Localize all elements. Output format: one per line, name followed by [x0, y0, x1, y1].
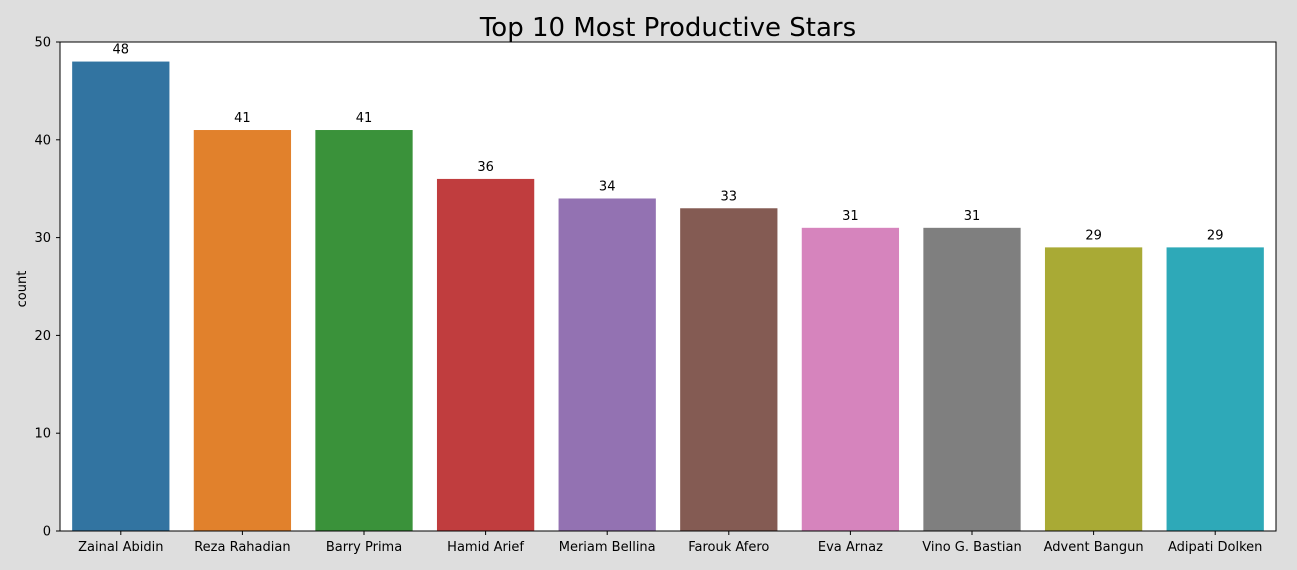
y-tick-label-1: 10 — [34, 427, 51, 442]
bar-0 — [72, 61, 170, 532]
y-tick-label-2: 20 — [34, 329, 51, 344]
x-tick-label-3: Hamid Arief — [447, 540, 524, 555]
x-tick-label-9: Adipati Dolken — [1168, 540, 1262, 555]
bar-2 — [315, 130, 413, 531]
bar-5 — [680, 208, 778, 531]
x-tick-label-8: Advent Bangun — [1044, 540, 1144, 555]
bar-8 — [1044, 247, 1143, 531]
x-axis: Zainal Abidin Reza Rahadian Barry Prima Ham… — [78, 531, 1262, 555]
data-label-2: 41 — [356, 111, 373, 126]
y-tick-label-5: 50 — [34, 36, 51, 51]
bar-6 — [801, 227, 900, 531]
data-label-8: 29 — [1085, 228, 1102, 243]
data-label-9: 29 — [1207, 228, 1224, 243]
x-tick-label-0: Zainal Abidin — [78, 540, 163, 555]
data-label-7: 31 — [964, 209, 981, 224]
x-tick-label-2: Barry Prima — [326, 540, 402, 555]
x-tick-label-1: Reza Rahadian — [194, 540, 290, 555]
chart-title: Top 10 Most Productive Stars — [479, 13, 856, 43]
data-labels-layer: 48 41 41 36 34 33 31 31 29 29 — [113, 43, 1224, 244]
bar-9 — [1166, 247, 1264, 531]
data-label-6: 31 — [842, 209, 859, 224]
bar-1 — [193, 130, 292, 531]
y-tick-label-0: 0 — [43, 525, 51, 540]
y-axis-title: count — [15, 271, 30, 308]
y-tick-label-4: 40 — [34, 133, 51, 148]
data-label-4: 34 — [599, 179, 616, 194]
data-label-0: 48 — [113, 43, 130, 58]
x-tick-label-4: Meriam Bellina — [559, 540, 656, 555]
data-label-1: 41 — [234, 111, 251, 126]
plot-frame — [59, 41, 1277, 532]
bar-4 — [558, 198, 656, 532]
y-axis: 0 10 20 30 40 50 — [34, 36, 60, 540]
data-label-5: 33 — [721, 189, 738, 204]
x-tick-label-5: Farouk Afero — [688, 540, 769, 555]
data-label-3: 36 — [477, 160, 494, 175]
bar-3 — [436, 178, 535, 532]
bar-7 — [923, 227, 1021, 531]
x-tick-label-6: Eva Arnaz — [818, 540, 883, 555]
y-tick-label-3: 30 — [34, 231, 51, 246]
x-tick-label-7: Vino G. Bastian — [922, 540, 1021, 555]
bars-layer — [72, 61, 1264, 532]
